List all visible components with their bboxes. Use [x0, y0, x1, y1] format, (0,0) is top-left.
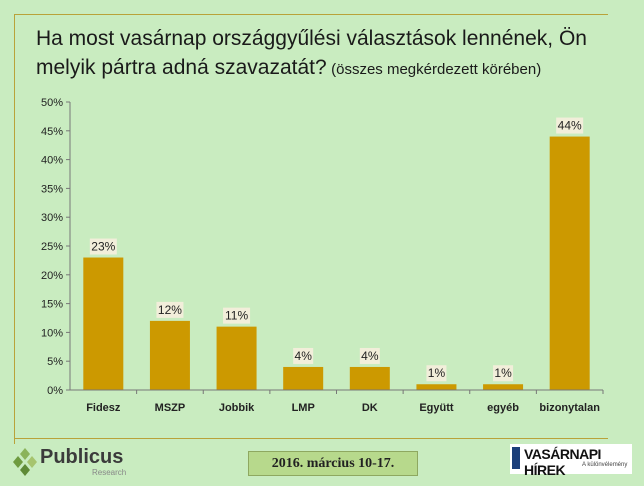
data-label: 1% — [494, 366, 512, 380]
x-tick-label: bizonytalan — [539, 402, 600, 414]
publicus-diamond-icon — [13, 448, 37, 476]
y-tick-label: 45% — [41, 126, 63, 138]
data-label: 23% — [91, 240, 115, 254]
footer-rule — [14, 438, 608, 439]
y-tick-label: 15% — [41, 299, 63, 311]
data-label-bg — [293, 347, 314, 364]
data-label: 12% — [158, 303, 182, 317]
data-labels: 23% 12% 11% 4% 4% 1% 1% 44% — [89, 117, 584, 382]
data-label-bg — [493, 365, 514, 382]
data-label: 44% — [558, 119, 582, 133]
chart-title: Ha most vasárnap országgyűlési választás… — [36, 24, 616, 84]
bars — [83, 136, 590, 390]
x-axis: Fidesz MSZP Jobbik LMP DK Együtt egyéb bizonyta… — [70, 389, 604, 414]
x-tick-label: DK — [362, 402, 378, 414]
title-line-1: Ha most vasárnap országgyűlési választás… — [36, 27, 587, 50]
data-label-bg — [223, 307, 251, 324]
x-tick-label: Fidesz — [86, 402, 121, 414]
vh-logo-bar-icon — [512, 447, 520, 469]
data-label: 11% — [225, 309, 248, 323]
y-tick-label: 20% — [41, 270, 63, 282]
bar — [483, 384, 524, 390]
survey-date: 2016. március 10-17. — [248, 451, 418, 476]
title-line-2: melyik pártra adná szavazatát? — [36, 56, 327, 79]
data-label-bg — [156, 301, 184, 318]
frame-left-line — [14, 14, 15, 444]
chart-subtitle: (összes megkérdezett körében) — [331, 61, 542, 78]
x-tick-label: LMP — [292, 402, 315, 414]
y-tick-label: 5% — [47, 356, 63, 368]
bar — [349, 366, 390, 390]
bar — [283, 366, 324, 390]
x-tick-label: MSZP — [155, 402, 186, 414]
data-label-bg — [359, 347, 380, 364]
data-label: 4% — [295, 349, 313, 363]
data-label: 4% — [361, 349, 379, 363]
y-tick-label: 35% — [41, 183, 63, 195]
y-tick-label: 40% — [41, 155, 63, 167]
x-tick-label: egyéb — [487, 402, 519, 414]
y-tick-label: 10% — [41, 327, 63, 339]
bar — [149, 320, 190, 390]
y-axis: 0% 5% 10% 15% 20% 25% 30% 35% 40% 45% 50% — [41, 97, 71, 397]
publicus-logo: Publicus Research — [10, 444, 140, 484]
bar — [83, 257, 124, 390]
data-label-bg — [556, 117, 584, 134]
bar — [216, 326, 257, 390]
vasarnapi-hirek-logo: VASÁRNAPI HÍREK A különvélemény — [510, 444, 632, 478]
data-label-bg — [426, 365, 447, 382]
y-tick-label: 50% — [41, 97, 63, 109]
publicus-logo-tag: Research — [92, 468, 127, 477]
y-tick-label: 0% — [47, 385, 63, 397]
bar — [416, 384, 457, 390]
vh-logo-text: VASÁRNAPI HÍREK — [524, 446, 601, 478]
frame-top-line — [14, 14, 608, 15]
y-tick-label: 25% — [41, 241, 63, 253]
bar — [549, 136, 590, 390]
vh-logo-tag: A különvélemény — [582, 462, 628, 468]
x-tick-label: Együtt — [419, 402, 454, 414]
publicus-logo-text: Publicus — [40, 446, 124, 468]
data-label: 1% — [428, 366, 446, 380]
y-tick-label: 30% — [41, 212, 63, 224]
x-tick-label: Jobbik — [219, 402, 255, 414]
data-label-bg — [89, 238, 117, 255]
